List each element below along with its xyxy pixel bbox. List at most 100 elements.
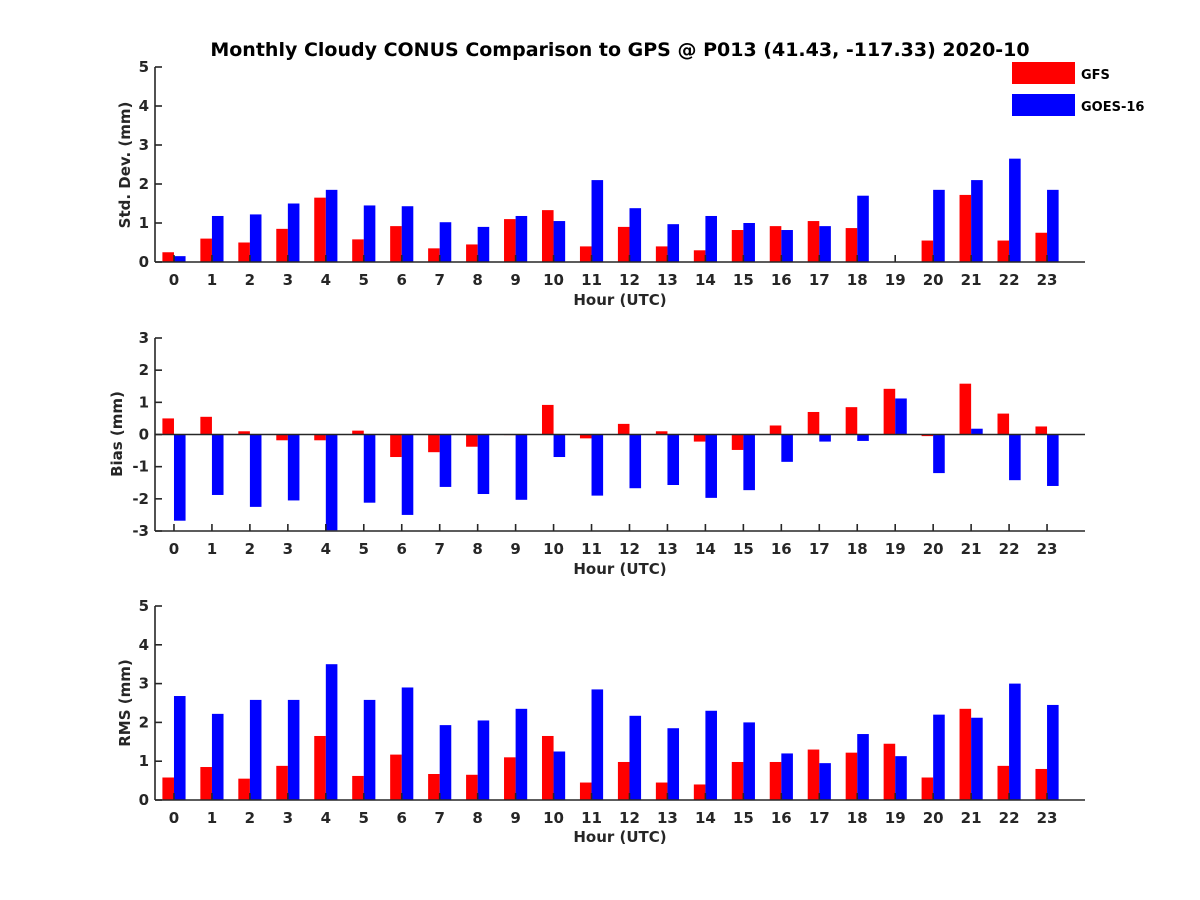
rms-ytick-label: 3 <box>139 675 149 693</box>
std-dev-xtick-label: 20 <box>923 271 944 289</box>
std-dev-xtick-label: 21 <box>961 271 982 289</box>
rms-bar-goes16-7 <box>439 725 452 800</box>
bias-xtick-label: 4 <box>321 540 331 558</box>
legend-swatch-gfs <box>1012 62 1075 84</box>
bias-bar-goes16-16 <box>781 434 793 462</box>
rms-bar-goes16-6 <box>401 687 414 800</box>
bias-bar-goes16-11 <box>591 434 604 496</box>
bias-bar-goes16-19 <box>895 398 907 435</box>
std-dev-ytick-label: 0 <box>139 253 149 271</box>
legend-label-goes16: GOES-16 <box>1081 100 1144 115</box>
std-dev-xtick-label: 19 <box>885 271 906 289</box>
rms-bar-goes16-5 <box>363 699 376 800</box>
std-dev-bar-goes16-21 <box>971 180 983 262</box>
rms-xtick-label: 15 <box>733 809 754 827</box>
rms-xtick-label: 21 <box>961 809 982 827</box>
rms-bar-goes16-11 <box>591 689 604 800</box>
bias-xtick-label: 10 <box>543 540 564 558</box>
bias-bar-gfs-11 <box>579 434 592 439</box>
std-dev-xtick-label: 13 <box>657 271 678 289</box>
std-dev-bar-gfs-23 <box>1035 232 1048 262</box>
bias-bar-gfs-5 <box>352 430 364 435</box>
rms-bar-gfs-8 <box>466 774 478 800</box>
rms-bar-goes16-19 <box>895 756 907 800</box>
bias-xtick-label: 20 <box>923 540 944 558</box>
std-dev-xtick-label: 22 <box>999 271 1020 289</box>
std-dev-xtick-label: 2 <box>245 271 255 289</box>
rms-bar-gfs-0 <box>162 777 174 800</box>
rms-xtick-label: 5 <box>359 809 369 827</box>
bias-xtick-label: 7 <box>434 540 444 558</box>
rms-xtick-label: 1 <box>207 809 217 827</box>
std-dev-bar-gfs-15 <box>731 230 744 262</box>
rms-ytick-label: 2 <box>139 713 149 731</box>
std-dev-bar-goes16-11 <box>591 180 604 262</box>
rms-bar-goes16-22 <box>1009 683 1021 800</box>
bias-bar-goes16-18 <box>857 434 869 441</box>
std-dev-xtick-label: 12 <box>619 271 640 289</box>
rms-xtick-label: 9 <box>510 809 520 827</box>
bias-bar-gfs-4 <box>314 434 326 441</box>
bias-xtick-label: 2 <box>245 540 255 558</box>
std-dev-bar-goes16-6 <box>401 206 414 262</box>
rms-ytick-label: 5 <box>139 597 149 615</box>
bias-bar-gfs-17 <box>807 411 820 435</box>
rms-bar-goes16-10 <box>553 751 566 800</box>
rms-ytick-label: 0 <box>139 791 149 809</box>
bias-bar-gfs-23 <box>1035 426 1048 435</box>
bias-ytick-label: 0 <box>139 426 149 444</box>
bias-xtick-label: 5 <box>359 540 369 558</box>
bias-xtick-label: 6 <box>397 540 407 558</box>
bias-bar-goes16-9 <box>515 434 528 500</box>
rms-ylabel: RMS (mm) <box>116 659 134 746</box>
std-dev-bar-goes16-8 <box>477 226 490 262</box>
rms-bar-goes16-15 <box>743 722 755 800</box>
std-dev-bar-goes16-12 <box>629 208 642 262</box>
rms-bar-gfs-23 <box>1035 768 1048 800</box>
bias-xtick-label: 16 <box>771 540 792 558</box>
bias-bar-goes16-20 <box>933 434 945 474</box>
std-dev-bar-gfs-17 <box>807 221 820 262</box>
bias-bar-gfs-14 <box>693 434 706 442</box>
rms-bar-goes16-1 <box>211 713 224 800</box>
rms-bar-gfs-3 <box>276 765 288 800</box>
std-dev-xtick-label: 18 <box>847 271 868 289</box>
bias-bar-gfs-19 <box>883 388 896 435</box>
std-dev-bar-gfs-3 <box>276 228 288 262</box>
bias-xtick-label: 12 <box>619 540 640 558</box>
bias-xtick-label: 21 <box>961 540 982 558</box>
bias-bar-gfs-10 <box>541 404 554 435</box>
bias-xtick-label: 14 <box>695 540 716 558</box>
std-dev-bar-gfs-13 <box>655 246 668 262</box>
std-dev-bar-gfs-16 <box>769 226 782 262</box>
figure-title: Monthly Cloudy CONUS Comparison to GPS @… <box>210 39 1029 61</box>
bias-bar-gfs-3 <box>276 434 288 441</box>
bias-bar-goes16-21 <box>971 428 983 435</box>
rms-bar-goes16-8 <box>477 720 490 800</box>
rms-bar-gfs-1 <box>200 767 212 800</box>
bias-bars <box>162 383 1059 531</box>
rms-xtick-label: 3 <box>283 809 293 827</box>
rms-bar-goes16-21 <box>971 717 983 800</box>
rms-bar-goes16-23 <box>1047 704 1059 800</box>
std-dev-bar-goes16-15 <box>743 223 755 262</box>
bias-bar-goes16-7 <box>439 434 452 487</box>
rms-bar-gfs-7 <box>428 774 440 800</box>
rms-bars <box>162 664 1059 800</box>
std-dev-ytick-label: 3 <box>139 136 149 154</box>
bias-ytick-label: -3 <box>132 522 149 540</box>
std-dev-xtick-label: 8 <box>472 271 482 289</box>
std-dev-bar-goes16-7 <box>439 222 452 262</box>
rms-xtick-label: 2 <box>245 809 255 827</box>
bias-ytick-label: 3 <box>139 329 149 347</box>
rms-xtick-label: 7 <box>434 809 444 827</box>
bias-xlabel: Hour (UTC) <box>573 560 666 578</box>
std-dev-bar-gfs-4 <box>314 197 326 262</box>
rms-bar-goes16-0 <box>173 696 186 800</box>
rms-ytick-label: 1 <box>139 752 149 770</box>
std-dev-xtick-label: 1 <box>207 271 217 289</box>
std-dev-ytick-label: 4 <box>139 97 149 115</box>
rms-bar-goes16-18 <box>857 734 869 800</box>
std-dev-bar-goes16-5 <box>363 205 376 262</box>
